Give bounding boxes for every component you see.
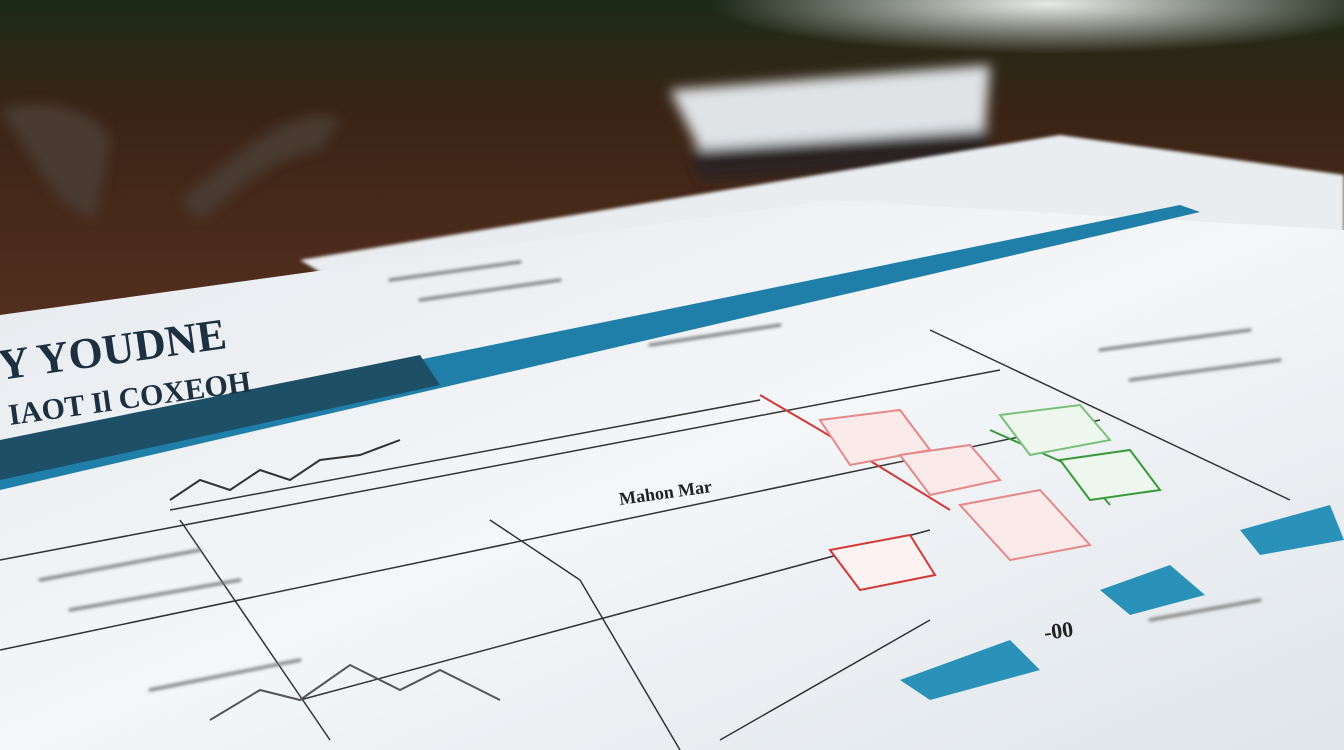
color-coded-table: [759, 394, 1162, 592]
sketch-line-chart: [169, 439, 501, 721]
dark-header-band: [0, 355, 440, 480]
annotation-text: -00: [1042, 616, 1075, 645]
body-text-lines: [38, 260, 1282, 692]
paper-sheet: [0, 200, 1344, 750]
teal-blocks: [900, 505, 1344, 700]
blue-header-band: [0, 205, 1200, 490]
